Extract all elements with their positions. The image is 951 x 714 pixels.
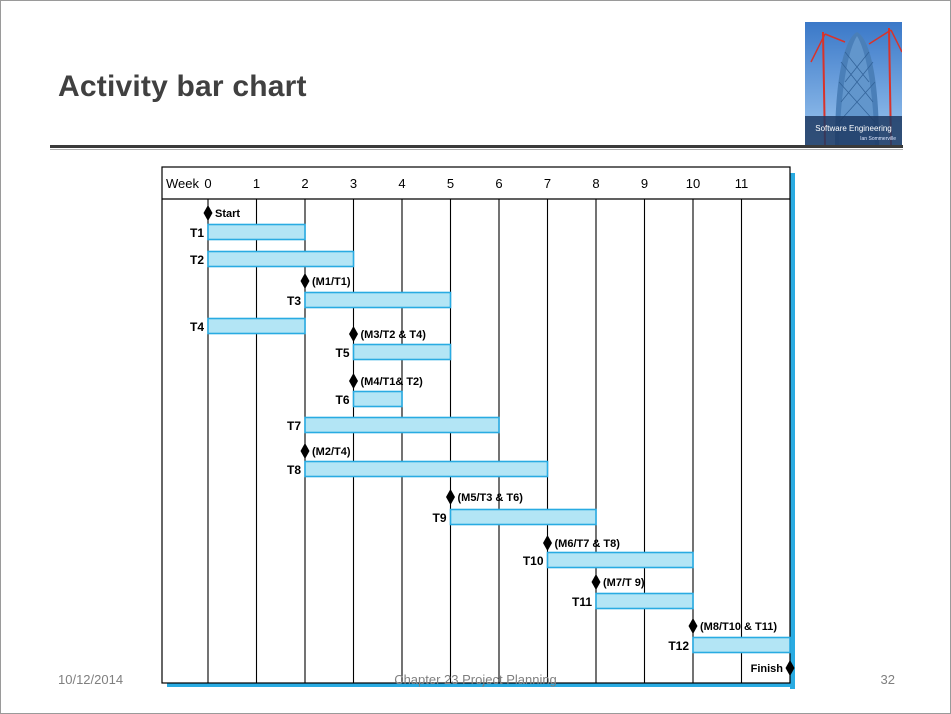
milestone-marker <box>785 660 795 676</box>
footer-page-number: 32 <box>880 672 895 687</box>
book-cover-image: Software Engineering Ian Sommerville <box>805 22 902 145</box>
milestone-marker <box>446 489 455 505</box>
milestone-label: (M8/T10 & T11) <box>700 621 777 633</box>
task-label-T11: T11 <box>572 595 592 609</box>
x-tick-label: 3 <box>350 176 357 191</box>
x-tick-label: 4 <box>398 176 405 191</box>
milestone-label: (M5/T3 & T6) <box>458 492 524 504</box>
task-bar-T10 <box>546 551 694 569</box>
milestone-label: Start <box>215 208 240 220</box>
milestone-marker <box>300 273 310 289</box>
task-bar-T7 <box>304 416 500 434</box>
milestone-marker <box>688 618 698 634</box>
milestone-marker <box>203 205 213 221</box>
footer-chapter: Chapter 23 Project Planning <box>394 672 557 687</box>
task-label-T8: T8 <box>287 463 301 477</box>
slide-title: Activity bar chart <box>58 70 307 103</box>
book-cover-art <box>805 22 902 145</box>
footer-date: 10/12/2014 <box>58 672 124 687</box>
task-bar-T12 <box>692 636 791 654</box>
chart-header: Week 0 1 2 3 4 5 6 7 8 9 10 11 <box>166 176 748 191</box>
milestone-label: (M6/T7 & T8) <box>555 538 621 550</box>
task-label-T6: T6 <box>335 393 349 407</box>
task-label-T1: T1 <box>190 226 204 240</box>
task-bar-T2 <box>207 250 355 268</box>
x-tick-label: 5 <box>447 176 454 191</box>
task-label-T10: T10 <box>523 554 544 568</box>
milestone-marker <box>349 373 358 389</box>
book-cover-author: Ian Sommerville <box>860 136 896 142</box>
milestone-label: Finish <box>751 663 784 675</box>
x-header-label: Week <box>166 176 199 191</box>
milestone-marker <box>300 443 310 459</box>
x-tick-label: 11 <box>735 176 749 191</box>
milestone-label: (M7/T 9) <box>603 577 645 589</box>
book-cover-title: Software Engineering <box>815 124 892 133</box>
chart-rows: Start T1 T2 (M1/T1) T3 T4 (M3/T2 & T4) T5 (M4/T1… <box>190 205 795 676</box>
x-tick-label: 7 <box>544 176 551 191</box>
chart-shadow-right <box>790 173 795 689</box>
x-tick-label: 0 <box>204 176 211 191</box>
title-divider-shadow <box>50 149 903 150</box>
milestone-marker <box>591 574 601 590</box>
milestone-label: (M4/T1& T2) <box>361 376 424 388</box>
task-bar-T9 <box>449 508 597 526</box>
x-tick-label: 1 <box>253 176 260 191</box>
task-bar-T6 <box>352 390 403 408</box>
task-bar-T3 <box>304 291 452 309</box>
chart-shadow <box>167 173 795 689</box>
task-bar-T11 <box>595 592 694 610</box>
task-label-T9: T9 <box>432 511 446 525</box>
x-tick-label: 8 <box>592 176 599 191</box>
milestone-label: (M3/T2 & T4) <box>361 329 427 341</box>
task-label-T4: T4 <box>190 320 204 334</box>
milestone-label: (M1/T1) <box>312 276 351 288</box>
x-tick-label: 9 <box>641 176 648 191</box>
milestone-marker <box>349 326 358 342</box>
task-label-T12: T12 <box>668 639 689 653</box>
task-label-T3: T3 <box>287 294 301 308</box>
task-bar-T4 <box>207 317 306 335</box>
x-tick-label: 2 <box>301 176 308 191</box>
task-bar-T5 <box>352 343 452 361</box>
x-tick-label: 6 <box>495 176 502 191</box>
task-label-T7: T7 <box>287 419 301 433</box>
task-label-T2: T2 <box>190 253 204 267</box>
chart-shadow-bottom <box>167 683 795 687</box>
x-tick-label: 10 <box>686 176 700 191</box>
title-divider <box>50 145 903 148</box>
task-bar-T1 <box>207 223 306 241</box>
milestone-label: (M2/T4) <box>312 446 351 458</box>
task-label-T5: T5 <box>335 346 349 360</box>
task-bar-T8 <box>304 460 549 478</box>
milestone-marker <box>543 535 552 551</box>
